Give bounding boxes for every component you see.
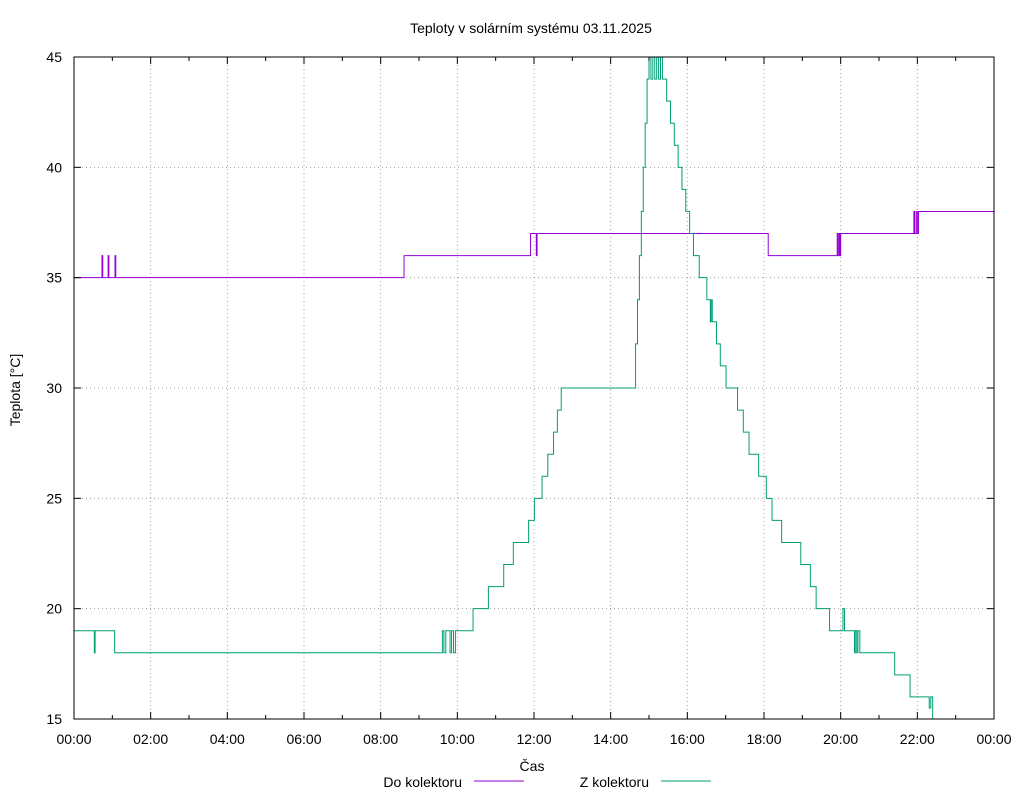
y-tick-label: 35 (46, 270, 62, 286)
x-tick-label: 18:00 (746, 731, 781, 747)
chart-title: Teploty v solárním systému 03.11.2025 (410, 20, 652, 36)
x-tick-label: 04:00 (210, 731, 245, 747)
x-tick-label: 10:00 (440, 731, 475, 747)
y-tick-label: 45 (46, 49, 62, 65)
x-tick-label: 02:00 (133, 731, 168, 747)
x-tick-label: 14:00 (593, 731, 628, 747)
legend-label-z-kolektoru: Z kolektoru (580, 774, 649, 790)
y-tick-label: 30 (46, 380, 62, 396)
x-tick-label: 08:00 (363, 731, 398, 747)
series-line-1 (74, 56, 934, 719)
y-tick-label: 20 (46, 601, 62, 617)
legend-label-do-kolektoru: Do kolektoru (383, 774, 462, 790)
x-tick-label: 00:00 (976, 731, 1011, 747)
x-axis-title: Čas (520, 758, 545, 774)
axis-ticks (73, 56, 995, 720)
x-tick-label: 20:00 (823, 731, 858, 747)
x-tick-labels: 00:00 02:00 04:00 06:00 08:00 10:00 12:00 14:00… (56, 731, 1011, 747)
y-tick-label: 40 (46, 159, 62, 175)
x-tick-label: 12:00 (516, 731, 551, 747)
x-tick-label: 16:00 (670, 731, 705, 747)
series-line-0 (74, 210, 994, 279)
x-tick-label: 22:00 (900, 731, 935, 747)
x-tick-label: 00:00 (56, 731, 91, 747)
y-tick-labels: 15 20 25 30 35 40 45 (46, 49, 62, 727)
y-axis-title: Teplota [°C] (7, 354, 23, 427)
y-tick-label: 25 (46, 490, 62, 506)
x-tick-label: 06:00 (286, 731, 321, 747)
legend: Do kolektoru Z kolektoru (383, 774, 711, 790)
y-tick-label: 15 (46, 711, 62, 727)
series-lines (74, 56, 994, 719)
